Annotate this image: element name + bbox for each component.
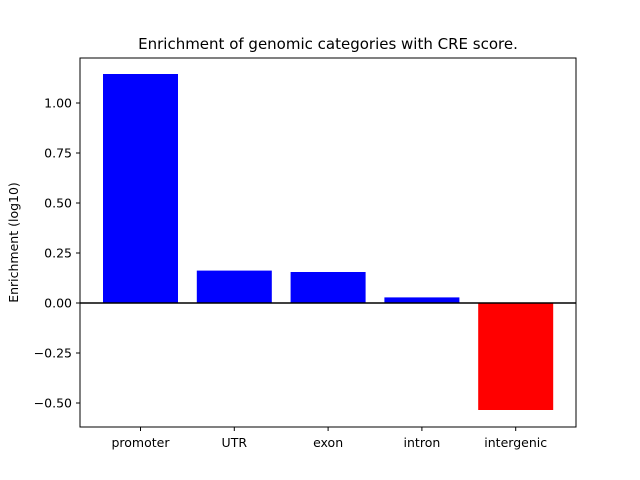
y-tick-label: 0.75	[44, 146, 72, 161]
bars-group	[103, 74, 554, 410]
bar-intron	[384, 297, 460, 303]
x-tick-label: UTR	[222, 435, 248, 450]
x-tick-label: promoter	[111, 435, 170, 450]
y-tick-label: −0.50	[34, 396, 72, 411]
y-tick-label: −0.25	[34, 346, 72, 361]
y-tick-label: 0.50	[44, 196, 72, 211]
x-tick-label: intron	[404, 435, 441, 450]
x-axis-ticks: promoter UTR exon intron intergenic	[111, 427, 547, 450]
y-tick-label: 0.25	[44, 246, 72, 261]
x-tick-label: exon	[313, 435, 343, 450]
y-axis-label: Enrichment (log10)	[6, 182, 21, 303]
y-tick-label: 1.00	[44, 96, 72, 111]
bar-intergenic	[478, 303, 554, 410]
chart-title: Enrichment of genomic categories with CR…	[138, 35, 518, 53]
bar-promoter	[103, 74, 178, 303]
y-tick-label: 0.00	[44, 296, 72, 311]
x-tick-label: intergenic	[484, 435, 547, 450]
bar-utr	[196, 270, 272, 303]
bar-exon	[290, 272, 366, 303]
y-axis-ticks: −0.50 −0.25 0.00 0.25 0.50 0.75 1.00	[34, 96, 80, 411]
